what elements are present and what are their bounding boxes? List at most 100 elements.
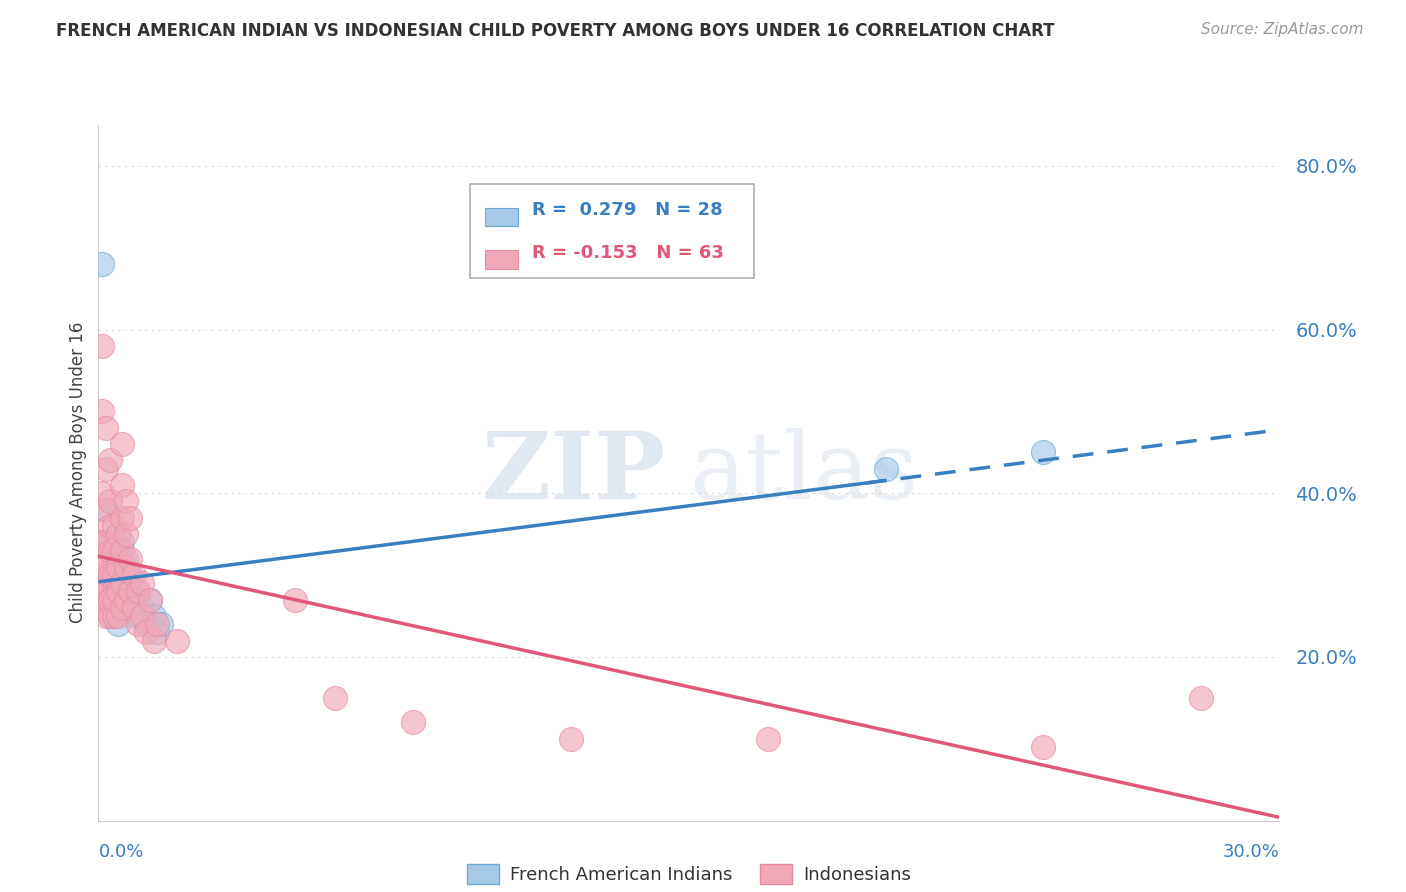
Point <box>111 600 134 615</box>
Point <box>98 592 121 607</box>
Point <box>875 461 897 475</box>
Point <box>115 592 138 607</box>
Point <box>115 527 138 541</box>
Point <box>127 584 149 599</box>
Point <box>98 568 121 582</box>
Point <box>323 690 346 705</box>
Text: R =  0.279   N = 28: R = 0.279 N = 28 <box>531 202 723 219</box>
Point <box>122 568 145 582</box>
Point <box>131 576 153 591</box>
Point <box>560 731 582 746</box>
Point <box>91 404 114 418</box>
Point <box>98 609 121 624</box>
Point <box>91 535 114 549</box>
Text: Source: ZipAtlas.com: Source: ZipAtlas.com <box>1201 22 1364 37</box>
Point <box>115 584 138 599</box>
Point <box>96 421 118 435</box>
Point <box>91 584 114 599</box>
Y-axis label: Child Poverty Among Boys Under 16: Child Poverty Among Boys Under 16 <box>69 322 87 624</box>
Point <box>138 592 160 607</box>
Point <box>107 527 129 541</box>
Point <box>1032 739 1054 754</box>
Point <box>91 551 114 566</box>
Point <box>122 592 145 607</box>
Point <box>111 543 134 558</box>
Point <box>135 617 157 632</box>
Point <box>107 584 129 599</box>
Point <box>111 510 134 524</box>
Point <box>138 592 160 607</box>
Text: FRENCH AMERICAN INDIAN VS INDONESIAN CHILD POVERTY AMONG BOYS UNDER 16 CORRELATI: FRENCH AMERICAN INDIAN VS INDONESIAN CHI… <box>56 22 1054 40</box>
Point <box>91 257 114 271</box>
Point <box>96 535 118 549</box>
Point <box>107 617 129 632</box>
Point <box>98 592 121 607</box>
Point <box>98 568 121 582</box>
Point <box>131 600 153 615</box>
Point <box>131 609 153 624</box>
Point <box>1032 445 1054 459</box>
Point <box>111 600 134 615</box>
Point <box>98 535 121 549</box>
Point <box>142 609 165 624</box>
FancyBboxPatch shape <box>485 208 517 227</box>
Point <box>142 633 165 648</box>
Point <box>127 584 149 599</box>
Point <box>756 731 779 746</box>
Point <box>127 617 149 632</box>
Point <box>103 609 125 624</box>
Text: atlas: atlas <box>689 428 918 517</box>
Point <box>98 453 121 467</box>
Point <box>146 625 169 640</box>
Text: ZIP: ZIP <box>481 428 665 517</box>
Point <box>111 576 134 591</box>
Point <box>91 568 114 582</box>
Point <box>91 339 114 353</box>
Point <box>127 609 149 624</box>
Point <box>118 584 141 599</box>
Point <box>98 543 121 558</box>
Point <box>284 592 307 607</box>
Point <box>107 592 129 607</box>
Point <box>166 633 188 648</box>
Point <box>111 535 134 549</box>
Point <box>91 486 114 500</box>
Point <box>103 584 125 599</box>
Point <box>402 715 425 730</box>
Point <box>98 519 121 533</box>
Point <box>111 478 134 492</box>
Point <box>103 609 125 624</box>
Point <box>115 551 138 566</box>
Point <box>96 502 118 516</box>
Point <box>111 437 134 451</box>
Text: 30.0%: 30.0% <box>1223 843 1279 861</box>
Legend: French American Indians, Indonesians: French American Indians, Indonesians <box>460 856 918 892</box>
Point <box>96 592 118 607</box>
Point <box>107 609 129 624</box>
Point <box>146 617 169 632</box>
Point <box>91 600 114 615</box>
Point <box>103 519 125 533</box>
Text: 0.0%: 0.0% <box>98 843 143 861</box>
Point <box>103 592 125 607</box>
Point <box>103 551 125 566</box>
Point <box>103 568 125 582</box>
Point <box>150 617 173 632</box>
FancyBboxPatch shape <box>471 184 754 278</box>
Point <box>115 560 138 574</box>
Point <box>122 600 145 615</box>
Point <box>107 560 129 574</box>
Point <box>115 494 138 508</box>
Point <box>96 461 118 475</box>
Point <box>103 543 125 558</box>
Point <box>118 568 141 582</box>
Point <box>98 494 121 508</box>
Point <box>1189 690 1212 705</box>
Text: R = -0.153   N = 63: R = -0.153 N = 63 <box>531 244 724 261</box>
FancyBboxPatch shape <box>485 250 517 268</box>
Point <box>96 560 118 574</box>
Point <box>96 609 118 624</box>
Point <box>135 625 157 640</box>
Point <box>118 510 141 524</box>
Point <box>111 568 134 582</box>
